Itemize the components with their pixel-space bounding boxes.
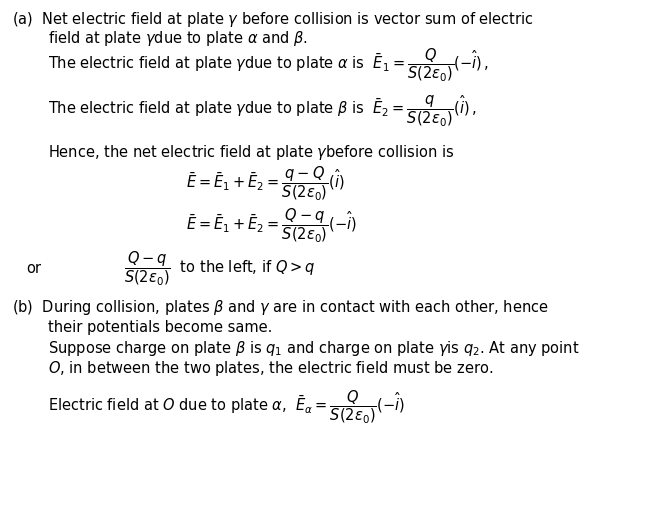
Text: Electric field at $O$ due to plate $\alpha$,  $\bar{E}_{\alpha} = \dfrac{Q}{S(2\: Electric field at $O$ due to plate $\alp… xyxy=(48,388,404,424)
Text: their potentials become same.: their potentials become same. xyxy=(48,320,272,335)
Text: or: or xyxy=(26,261,41,276)
Text: The electric field at plate $\gamma$due to plate $\alpha$ is  $\bar{E}_1 = \dfra: The electric field at plate $\gamma$due … xyxy=(48,46,489,83)
Text: $\bar{E} = \bar{E}_1 + \bar{E}_2 = \dfrac{Q-q}{S(2\varepsilon_0)}(-\hat{i})$: $\bar{E} = \bar{E}_1 + \bar{E}_2 = \dfra… xyxy=(186,206,357,244)
Text: (b)  During collision, plates $\beta$ and $\gamma$ are in contact with each othe: (b) During collision, plates $\beta$ and… xyxy=(12,298,548,317)
Text: $\dfrac{Q-q}{S(2\varepsilon_0)}$  to the left, if $Q>q$: $\dfrac{Q-q}{S(2\varepsilon_0)}$ to the … xyxy=(124,249,315,287)
Text: Suppose charge on plate $\beta$ is $q_1$ and charge on plate $\gamma$is $q_2$. A: Suppose charge on plate $\beta$ is $q_1$… xyxy=(48,339,579,358)
Text: The electric field at plate $\gamma$due to plate $\beta$ is  $\bar{E}_2 = \dfrac: The electric field at plate $\gamma$due … xyxy=(48,93,476,128)
Text: $\bar{E} = \bar{E}_1 + \bar{E}_2 = \dfrac{q-Q}{S(2\varepsilon_0)}(\hat{i})$: $\bar{E} = \bar{E}_1 + \bar{E}_2 = \dfra… xyxy=(186,164,344,202)
Text: $O$, in between the two plates, the electric field must be zero.: $O$, in between the two plates, the elec… xyxy=(48,359,493,378)
Text: Hence, the net electric field at plate $\gamma$before collision is: Hence, the net electric field at plate $… xyxy=(48,143,454,162)
Text: field at plate $\gamma$due to plate $\alpha$ and $\beta$.: field at plate $\gamma$due to plate $\al… xyxy=(48,29,307,48)
Text: (a)  Net electric field at plate $\gamma$ before collision is vector sum of elec: (a) Net electric field at plate $\gamma$… xyxy=(12,11,533,29)
